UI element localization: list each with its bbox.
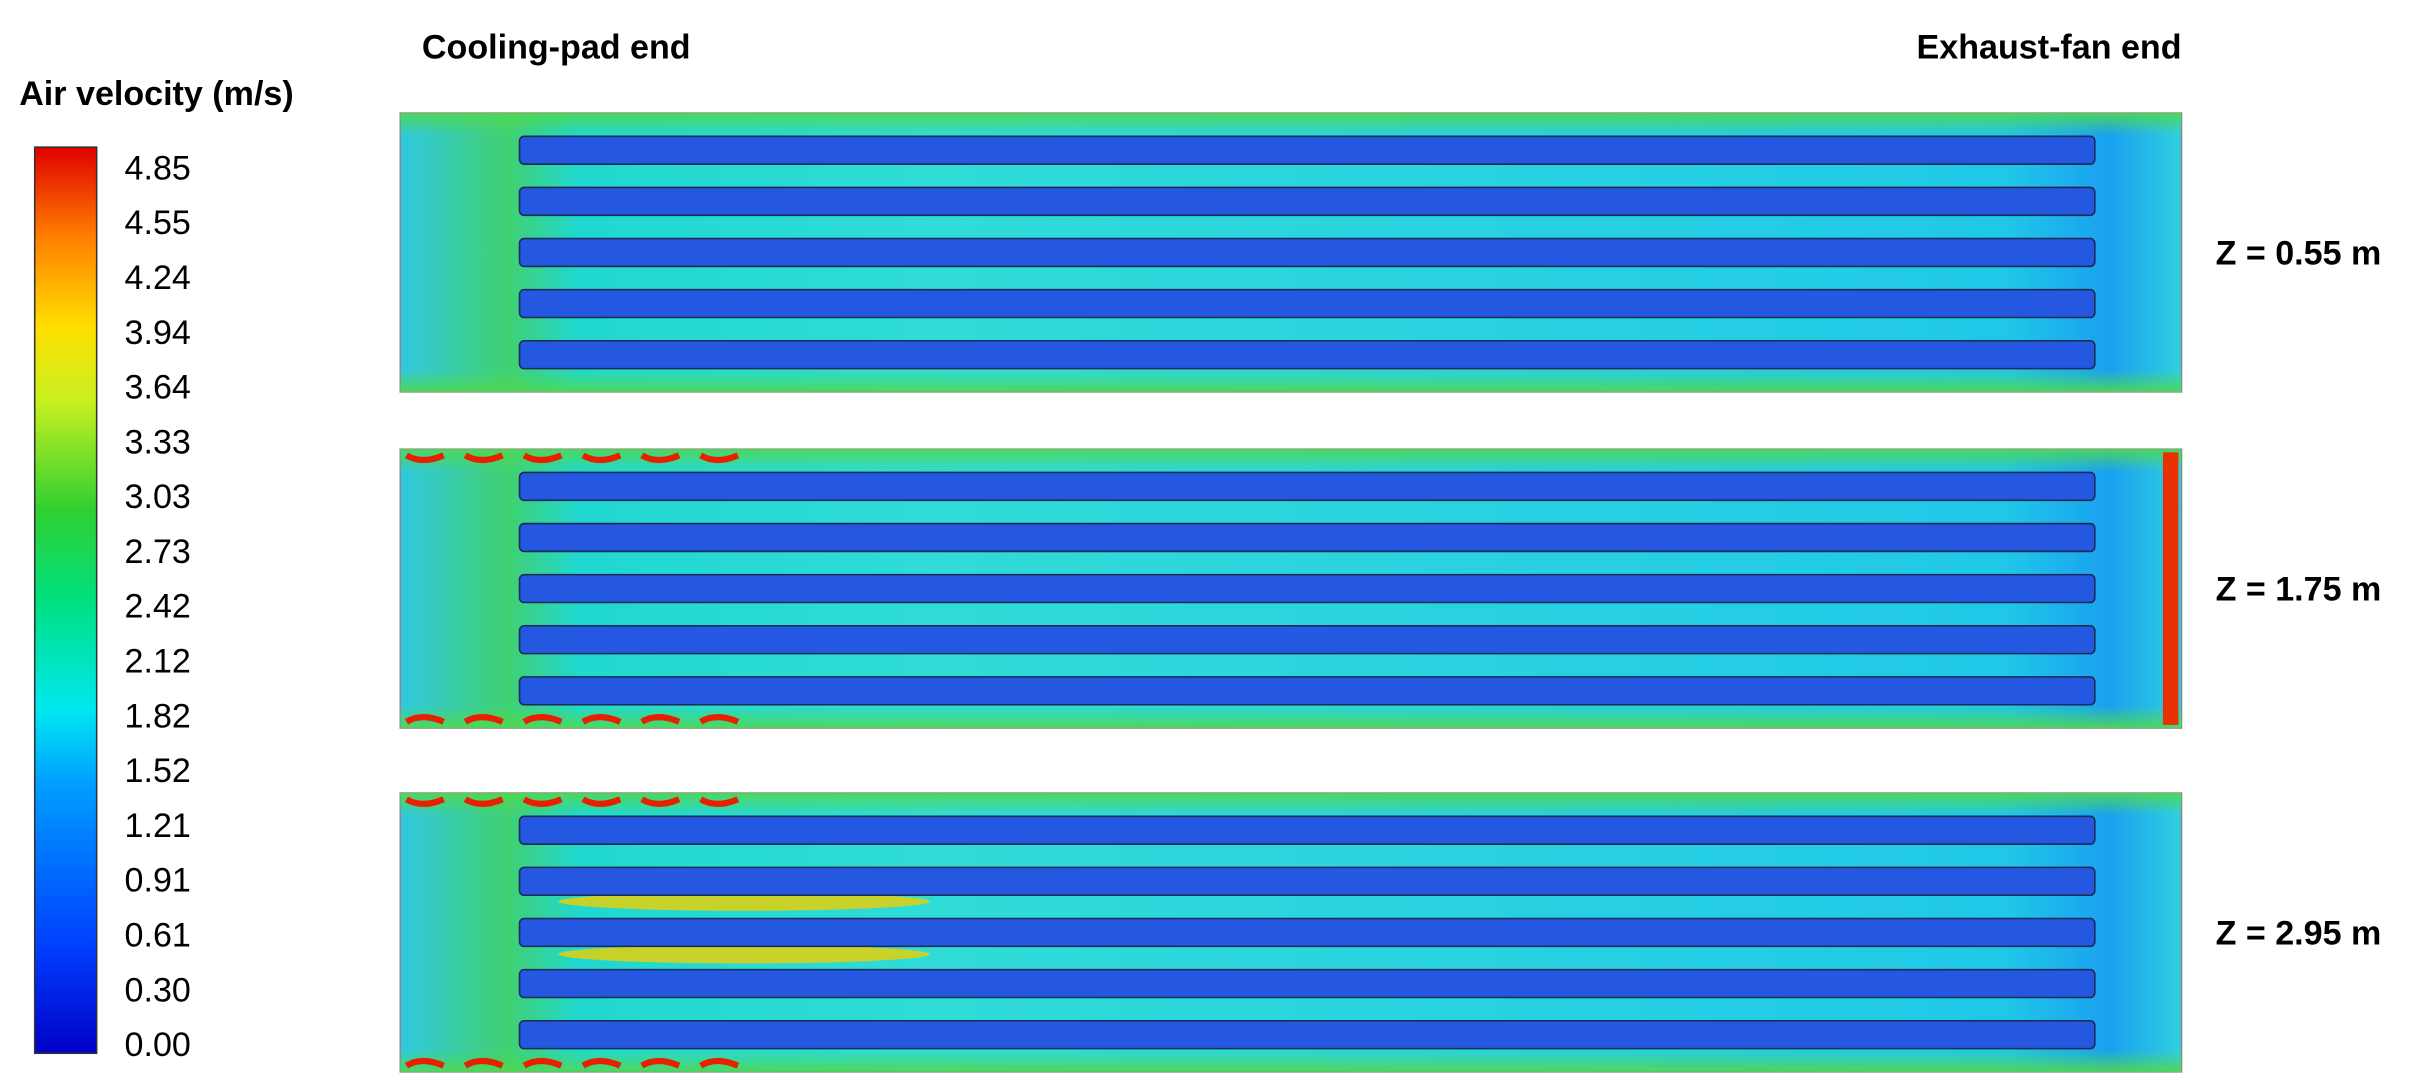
jet-streak xyxy=(640,452,681,464)
plant-row xyxy=(518,815,2096,845)
jet-streak xyxy=(699,714,740,725)
plant-row xyxy=(518,339,2096,370)
jet-streak xyxy=(581,452,622,464)
plant-row xyxy=(518,135,2096,165)
panel-label: Z = 2.95 m xyxy=(2216,915,2382,953)
jet-streak xyxy=(404,714,445,725)
colorbar-tick-label: 3.64 xyxy=(125,369,191,407)
colorbar-tick-label: 2.12 xyxy=(125,643,191,681)
plant-row xyxy=(518,186,2096,217)
plant-row xyxy=(518,1019,2096,1050)
jet-streak xyxy=(522,796,563,807)
legend-title: Air velocity (m/s) xyxy=(19,75,293,113)
jet-streak xyxy=(640,714,681,725)
fan-jet xyxy=(2162,452,2179,725)
colorbar-tick-label: 0.30 xyxy=(125,971,191,1009)
header-right: Exhaust-fan end xyxy=(1917,29,2182,67)
jet-streak xyxy=(463,796,504,807)
jet-streak xyxy=(404,1057,445,1069)
panel-label: Z = 0.55 m xyxy=(2216,235,2382,273)
colorbar-tick-label: 0.91 xyxy=(125,862,191,900)
plant-row xyxy=(518,471,2096,502)
colorbar-tick-label: 0.61 xyxy=(125,916,191,954)
colorbar-tick-label: 0.00 xyxy=(125,1026,191,1064)
jet-streak xyxy=(404,796,445,807)
colorbar xyxy=(33,146,98,1055)
plant-row xyxy=(518,288,2096,319)
colorbar-tick-label: 1.21 xyxy=(125,807,191,845)
jet-streak xyxy=(581,714,622,725)
plant-row xyxy=(518,573,2096,604)
jet-streak xyxy=(640,1057,681,1069)
jet-streak xyxy=(581,796,622,807)
plant-row xyxy=(518,522,2096,553)
jet-streak xyxy=(640,796,681,807)
jet-streak xyxy=(463,1057,504,1069)
panel-label: Z = 1.75 m xyxy=(2216,571,2382,609)
jet-streak xyxy=(522,714,563,725)
fast-stream xyxy=(558,944,930,964)
colorbar-tick-label: 1.82 xyxy=(125,697,191,735)
plant-row xyxy=(518,624,2096,655)
jet-streak xyxy=(699,796,740,807)
fast-stream xyxy=(558,892,930,911)
colorbar-tick-label: 3.03 xyxy=(125,478,191,516)
panels xyxy=(399,112,2183,1073)
jet-streak xyxy=(699,452,740,464)
colorbar-tick-label: 3.94 xyxy=(125,314,191,352)
jet-streak xyxy=(463,452,504,464)
jet-streak xyxy=(522,1057,563,1069)
colorbar-tick-label: 2.73 xyxy=(125,533,191,571)
plant-row xyxy=(518,676,2096,706)
jet-streak xyxy=(699,1057,740,1069)
colorbar-tick-label: 2.42 xyxy=(125,588,191,626)
plant-row xyxy=(518,968,2096,999)
colorbar-tick-label: 4.24 xyxy=(125,259,191,297)
colorbar-tick-label: 1.52 xyxy=(125,752,191,790)
colorbar-tick-label: 4.85 xyxy=(125,149,191,187)
jet-streak xyxy=(522,452,563,464)
header-left: Cooling-pad end xyxy=(422,29,691,67)
plant-row xyxy=(518,866,2096,897)
plant-row xyxy=(518,917,2096,948)
jet-streak xyxy=(404,452,445,464)
jet-streak xyxy=(581,1057,622,1069)
plant-row xyxy=(518,237,2096,268)
colorbar-tick-label: 3.33 xyxy=(125,423,191,461)
jet-streak xyxy=(463,714,504,725)
colorbar-tick-label: 4.55 xyxy=(125,204,191,242)
